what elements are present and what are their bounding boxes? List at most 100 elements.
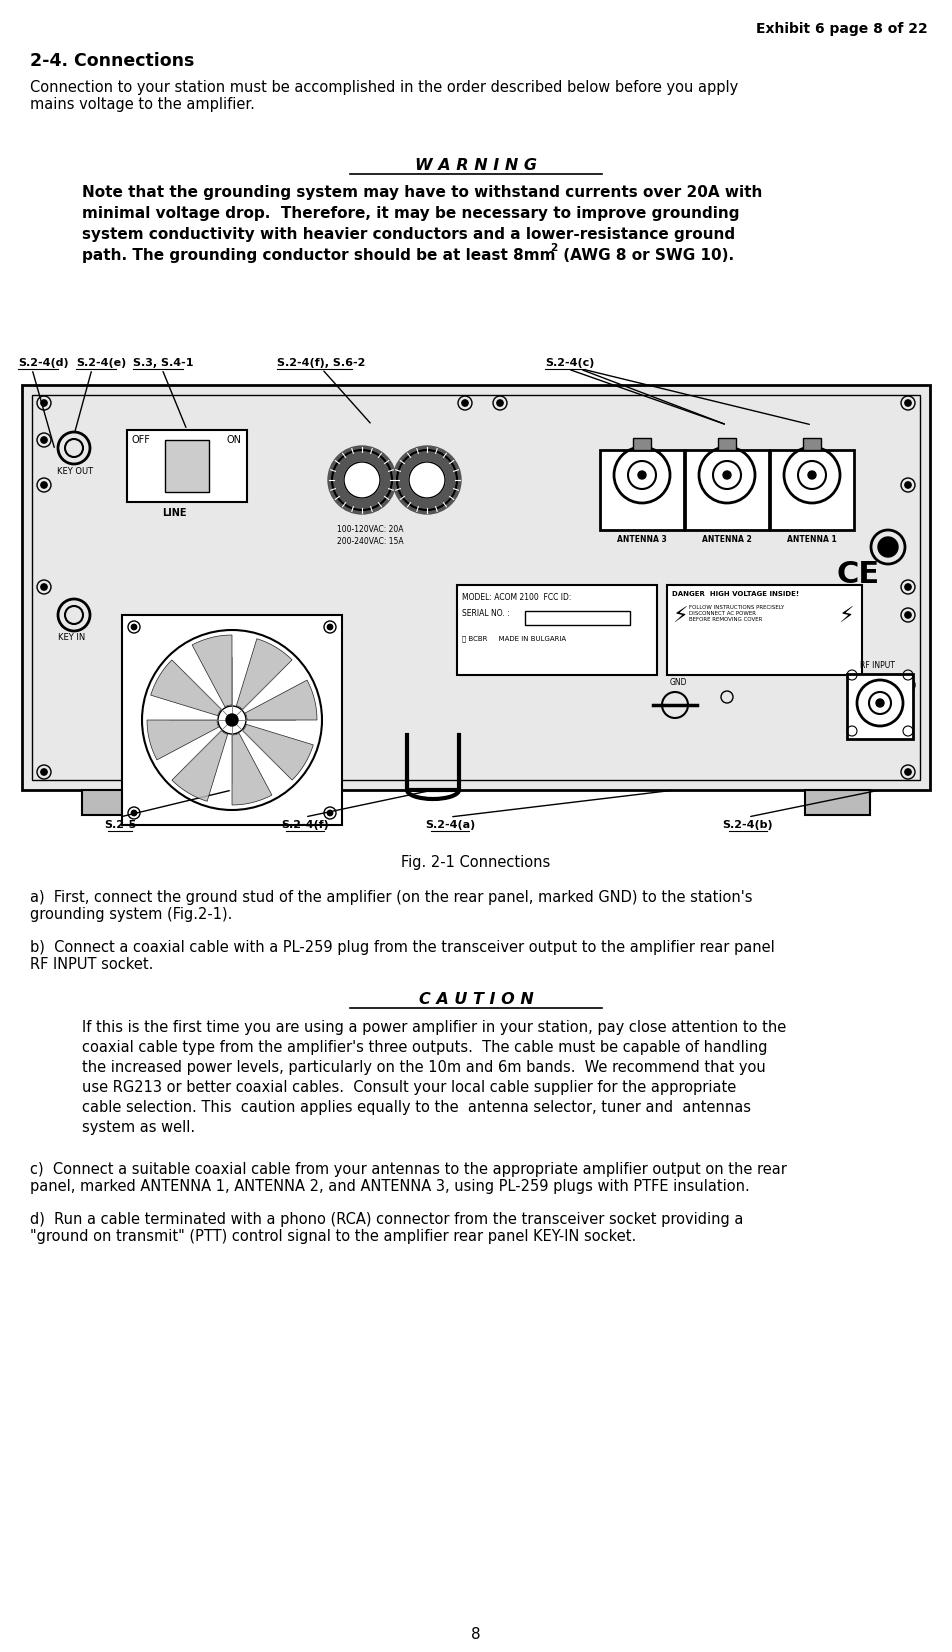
- Circle shape: [637, 471, 645, 479]
- Circle shape: [41, 400, 47, 406]
- Text: S.2-4(c): S.2-4(c): [545, 358, 594, 368]
- Circle shape: [903, 482, 910, 487]
- Polygon shape: [171, 730, 228, 801]
- Circle shape: [41, 583, 47, 590]
- Circle shape: [903, 583, 910, 590]
- Polygon shape: [245, 681, 317, 720]
- Text: path. The grounding conductor should be at least 8mm: path. The grounding conductor should be …: [82, 248, 555, 263]
- Text: KEY OUT: KEY OUT: [57, 468, 93, 476]
- Text: system as well.: system as well.: [82, 1120, 195, 1135]
- Text: c)  Connect a suitable coaxial cable from your antennas to the appropriate ampli: c) Connect a suitable coaxial cable from…: [30, 1161, 786, 1194]
- Text: S.2-5: S.2-5: [104, 819, 136, 829]
- Circle shape: [344, 463, 380, 497]
- Text: LINE: LINE: [162, 509, 187, 519]
- Circle shape: [875, 699, 883, 707]
- Text: (AWG 8 or SWG 10).: (AWG 8 or SWG 10).: [558, 248, 733, 263]
- Polygon shape: [236, 639, 292, 709]
- Text: ⚡: ⚡: [671, 606, 687, 628]
- Text: FOLLOW INSTRUCTIONS PRECISELY
DISCONNECT AC POWER
BEFORE REMOVING COVER: FOLLOW INSTRUCTIONS PRECISELY DISCONNECT…: [688, 605, 783, 621]
- Text: ANTENNA 1: ANTENNA 1: [786, 535, 836, 544]
- Text: S.2-4(f), S.6-2: S.2-4(f), S.6-2: [277, 358, 365, 368]
- Text: Connection to your station must be accomplished in the order described below bef: Connection to your station must be accom…: [30, 79, 738, 112]
- Circle shape: [903, 682, 910, 689]
- Text: O  —: O —: [169, 444, 192, 454]
- Text: S.3, S.4-1: S.3, S.4-1: [133, 358, 193, 368]
- Circle shape: [218, 705, 246, 733]
- Circle shape: [131, 809, 136, 816]
- Text: d)  Run a cable terminated with a phono (RCA) connector from the transceiver soc: d) Run a cable terminated with a phono (…: [30, 1213, 743, 1244]
- Circle shape: [226, 714, 238, 725]
- Circle shape: [903, 768, 910, 775]
- Circle shape: [327, 809, 332, 816]
- Text: 100-120VAC: 20A: 100-120VAC: 20A: [337, 525, 403, 534]
- Text: S.2-4(e): S.2-4(e): [76, 358, 126, 368]
- Polygon shape: [150, 659, 221, 715]
- Text: Exhibit 6 page 8 of 22: Exhibit 6 page 8 of 22: [756, 21, 927, 36]
- Bar: [525, 611, 629, 624]
- Text: a)  First, connect the ground stud of the amplifier (on the rear panel, marked G: a) First, connect the ground stud of the…: [30, 890, 752, 922]
- Polygon shape: [243, 724, 313, 780]
- Circle shape: [41, 768, 47, 775]
- Text: If this is the first time you are using a power amplifier in your station, pay c: If this is the first time you are using …: [82, 1019, 785, 1036]
- Text: ON: ON: [227, 434, 242, 444]
- Circle shape: [392, 446, 461, 514]
- Bar: [846, 674, 912, 738]
- Polygon shape: [147, 720, 219, 760]
- Circle shape: [903, 400, 910, 406]
- Bar: [769, 449, 853, 530]
- Bar: [804, 790, 869, 814]
- Text: the increased power levels, particularly on the 10m and 6m bands.  We recommend : the increased power levels, particularly…: [82, 1061, 765, 1075]
- Circle shape: [462, 400, 467, 406]
- Circle shape: [496, 400, 503, 406]
- Text: MODEL: ACOM 2100  FCC ID:: MODEL: ACOM 2100 FCC ID:: [462, 593, 571, 601]
- Circle shape: [327, 624, 332, 629]
- Text: 2: 2: [549, 243, 557, 253]
- Text: cable selection. This  caution applies equally to the  antenna selector, tuner a: cable selection. This caution applies eq…: [82, 1100, 750, 1115]
- Text: system conductivity with heavier conductors and a lower-resistance ground: system conductivity with heavier conduct…: [82, 226, 734, 241]
- Text: Fig. 2-1 Connections: Fig. 2-1 Connections: [401, 856, 550, 871]
- Text: 200-240VAC: 15A: 200-240VAC: 15A: [337, 537, 404, 547]
- Circle shape: [327, 446, 396, 514]
- Bar: [457, 585, 656, 676]
- Bar: [127, 430, 247, 502]
- Bar: [32, 395, 919, 780]
- Text: use RG213 or better coaxial cables.  Consult your local cable supplier for the a: use RG213 or better coaxial cables. Cons…: [82, 1080, 736, 1095]
- Text: S.2-4(a): S.2-4(a): [425, 819, 475, 829]
- Text: W A R N I N G: W A R N I N G: [414, 159, 536, 173]
- Bar: [684, 449, 768, 530]
- Bar: [717, 438, 735, 449]
- Bar: [82, 790, 147, 814]
- Text: OFF: OFF: [132, 434, 150, 444]
- Text: DANGER  HIGH VOLTAGE INSIDE!: DANGER HIGH VOLTAGE INSIDE!: [671, 591, 799, 596]
- Bar: [165, 439, 208, 492]
- Text: S.2-4(f): S.2-4(f): [281, 819, 328, 829]
- Circle shape: [807, 471, 815, 479]
- Text: C A U T I O N: C A U T I O N: [418, 991, 533, 1008]
- Bar: [632, 438, 650, 449]
- Text: 2-4. Connections: 2-4. Connections: [30, 51, 194, 69]
- Text: KEY IN: KEY IN: [58, 633, 85, 643]
- Text: S.2-4(b): S.2-4(b): [722, 819, 772, 829]
- Bar: [22, 385, 929, 790]
- Text: S.2-4(d): S.2-4(d): [18, 358, 69, 368]
- Text: ANTENNA 2: ANTENNA 2: [702, 535, 751, 544]
- Text: coaxial cable type from the amplifier's three outputs.  The cable must be capabl: coaxial cable type from the amplifier's …: [82, 1041, 766, 1056]
- Circle shape: [131, 624, 136, 629]
- Circle shape: [41, 482, 47, 487]
- Circle shape: [41, 436, 47, 443]
- Bar: [666, 585, 862, 676]
- Text: b)  Connect a coaxial cable with a PL-259 plug from the transceiver output to th: b) Connect a coaxial cable with a PL-259…: [30, 940, 774, 973]
- Text: RF INPUT: RF INPUT: [859, 661, 894, 671]
- Circle shape: [723, 471, 730, 479]
- Circle shape: [877, 537, 897, 557]
- Text: Note that the grounding system may have to withstand currents over 20A with: Note that the grounding system may have …: [82, 185, 762, 200]
- Text: ANTENNA 3: ANTENNA 3: [617, 535, 666, 544]
- Polygon shape: [192, 634, 231, 707]
- Text: CE: CE: [836, 560, 879, 590]
- Bar: [600, 449, 684, 530]
- Text: Ⓡ BCBR     MADE IN BULGARIA: Ⓡ BCBR MADE IN BULGARIA: [462, 634, 565, 641]
- Text: 8: 8: [470, 1627, 481, 1642]
- Circle shape: [903, 611, 910, 618]
- Text: GND: GND: [669, 677, 686, 687]
- Circle shape: [408, 463, 445, 497]
